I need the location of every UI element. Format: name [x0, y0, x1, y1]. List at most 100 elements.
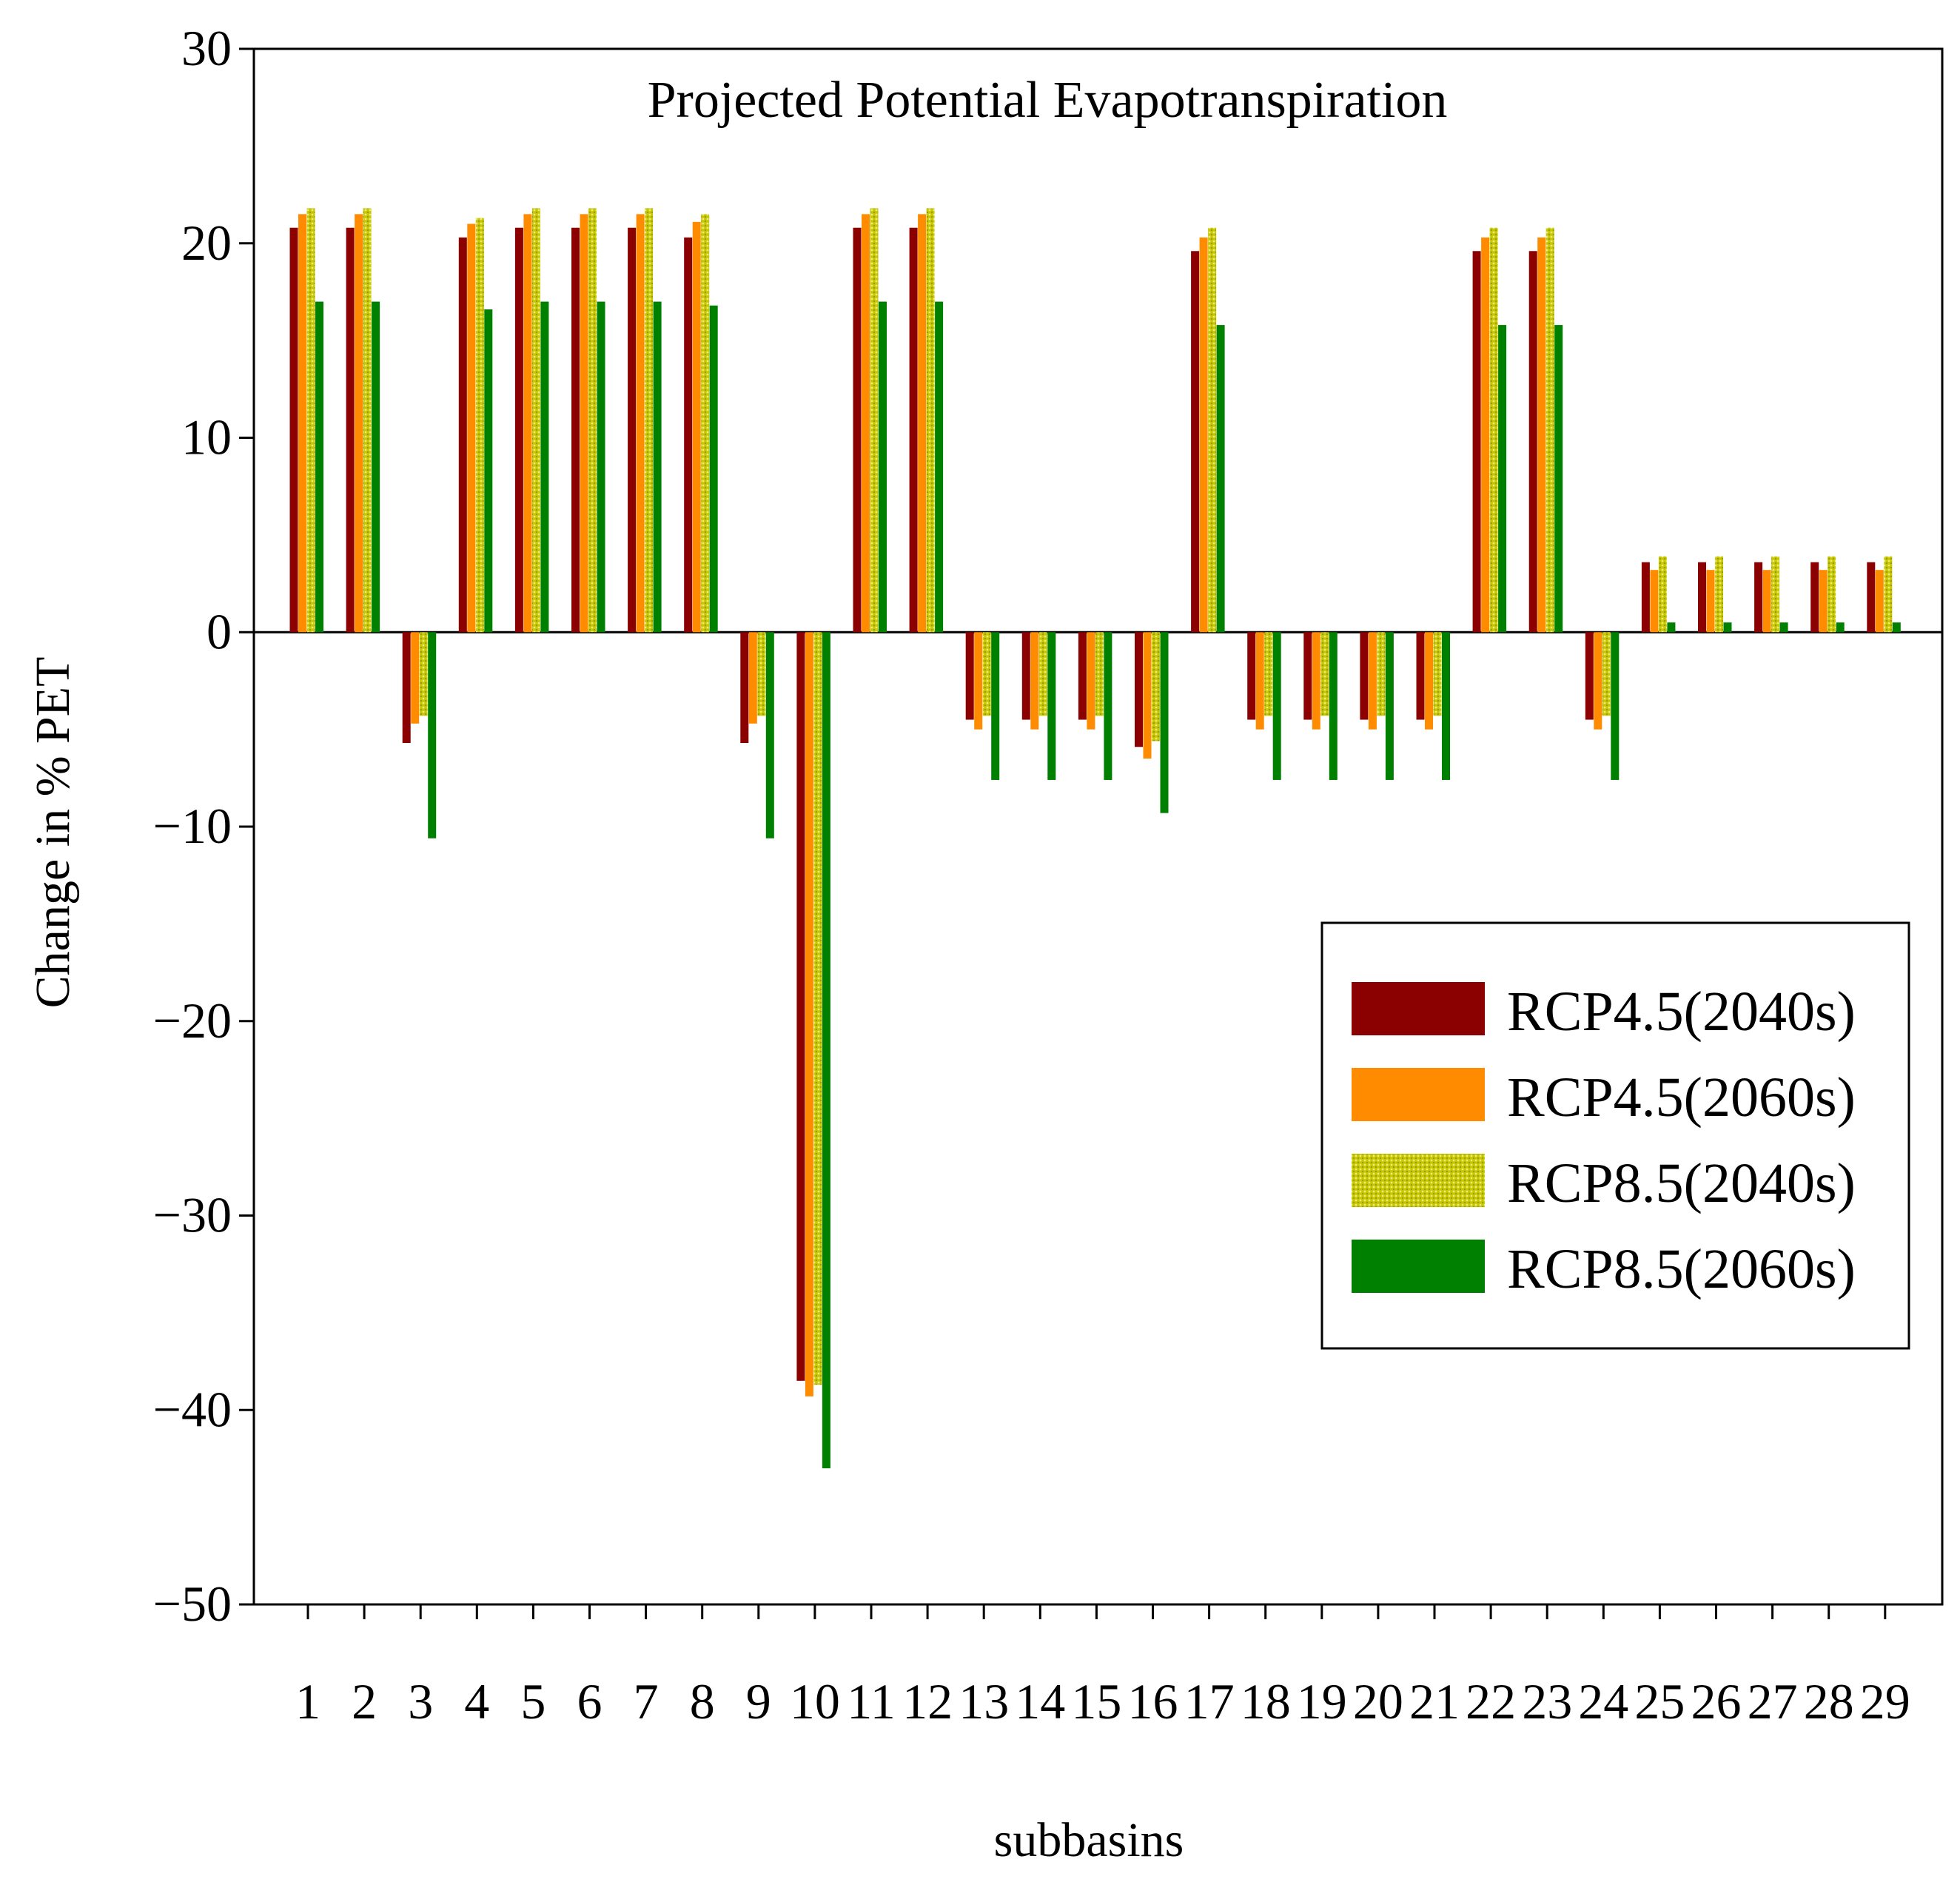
bar-rcp4-5-2060s-subbasin-13 — [974, 632, 983, 730]
bar-rcp8-5-2060s-subbasin-16 — [1160, 632, 1169, 813]
bar-rcp4-5-2060s-subbasin-28 — [1819, 570, 1828, 633]
bar-rcp4-5-2060s-subbasin-21 — [1425, 632, 1433, 730]
bar-rcp8-5-2040s-subbasin-1 — [306, 208, 315, 633]
bar-rcp8-5-2060s-subbasin-23 — [1554, 325, 1563, 633]
legend-label-rcp85-2040s: RCP8.5(2040s) — [1507, 1152, 1856, 1214]
bar-rcp8-5-2040s-subbasin-18 — [1264, 632, 1273, 716]
bar-rcp4-5-2040s-subbasin-2 — [346, 227, 355, 633]
bar-rcp8-5-2040s-subbasin-27 — [1771, 556, 1780, 633]
bar-rcp4-5-2060s-subbasin-22 — [1481, 237, 1490, 633]
y-tick-label: −50 — [153, 1576, 232, 1632]
x-tick-label: 27 — [1748, 1673, 1798, 1730]
bar-rcp8-5-2040s-subbasin-2 — [363, 208, 372, 633]
bar-rcp8-5-2040s-subbasin-3 — [419, 632, 428, 716]
x-tick-label: 2 — [352, 1673, 377, 1730]
x-tick-label: 7 — [634, 1673, 659, 1730]
x-tick-label: 6 — [577, 1673, 603, 1730]
bar-rcp4-5-2060s-subbasin-11 — [862, 214, 870, 633]
x-tick-label: 19 — [1297, 1673, 1347, 1730]
x-axis-title: subbasins — [994, 1813, 1184, 1867]
bar-rcp8-5-2060s-subbasin-14 — [1047, 632, 1056, 780]
bar-rcp4-5-2040s-subbasin-16 — [1135, 632, 1143, 747]
bar-rcp8-5-2040s-subbasin-23 — [1545, 227, 1554, 633]
x-tick-label: 29 — [1860, 1673, 1910, 1730]
x-tick-label: 22 — [1466, 1673, 1516, 1730]
bar-rcp4-5-2040s-subbasin-6 — [571, 227, 580, 633]
bar-rcp8-5-2040s-subbasin-14 — [1038, 632, 1047, 716]
x-tick-label: 28 — [1804, 1673, 1854, 1730]
bar-rcp8-5-2040s-subbasin-19 — [1320, 632, 1329, 716]
y-tick-label: 0 — [207, 603, 232, 659]
bar-rcp4-5-2060s-subbasin-12 — [918, 214, 927, 633]
bar-rcp4-5-2040s-subbasin-7 — [628, 227, 637, 633]
plot-frame — [252, 47, 1944, 1606]
bar-rcp4-5-2060s-subbasin-29 — [1875, 570, 1884, 633]
bar-rcp8-5-2040s-subbasin-26 — [1715, 556, 1723, 633]
x-tick-label: 12 — [902, 1673, 953, 1730]
bar-rcp8-5-2040s-subbasin-25 — [1658, 556, 1667, 633]
bar-rcp8-5-2060s-subbasin-11 — [879, 301, 887, 633]
y-tick-label: 30 — [181, 20, 232, 76]
x-tick-label: 14 — [1015, 1673, 1065, 1730]
bar-rcp4-5-2040s-subbasin-19 — [1303, 632, 1312, 720]
y-tick-label: −20 — [153, 992, 232, 1049]
bar-rcp8-5-2060s-subbasin-20 — [1385, 632, 1394, 780]
bar-rcp8-5-2060s-subbasin-22 — [1498, 325, 1507, 633]
bar-rcp4-5-2060s-subbasin-10 — [805, 632, 813, 1396]
bar-rcp8-5-2040s-subbasin-24 — [1602, 632, 1611, 716]
legend-label-rcp45-2040s: RCP4.5(2040s) — [1507, 981, 1856, 1043]
bar-rcp8-5-2060s-subbasin-3 — [428, 632, 437, 838]
bar-rcp4-5-2060s-subbasin-26 — [1706, 570, 1715, 633]
bar-rcp8-5-2040s-subbasin-28 — [1828, 556, 1836, 633]
bar-rcp8-5-2060s-subbasin-5 — [540, 301, 549, 633]
bar-rcp4-5-2040s-subbasin-4 — [458, 237, 467, 633]
bar-rcp8-5-2060s-subbasin-29 — [1892, 622, 1901, 633]
bar-rcp8-5-2060s-subbasin-6 — [597, 301, 605, 633]
bar-rcp4-5-2060s-subbasin-9 — [748, 632, 757, 724]
bar-rcp4-5-2060s-subbasin-23 — [1537, 237, 1546, 633]
x-tick-label: 17 — [1184, 1673, 1235, 1730]
bar-rcp8-5-2060s-subbasin-15 — [1104, 632, 1112, 780]
bar-rcp4-5-2040s-subbasin-26 — [1698, 562, 1706, 633]
x-tick-label: 23 — [1522, 1673, 1572, 1730]
bar-rcp8-5-2060s-subbasin-25 — [1667, 622, 1676, 633]
bar-rcp8-5-2040s-subbasin-13 — [982, 632, 991, 716]
bar-rcp8-5-2060s-subbasin-26 — [1723, 622, 1732, 633]
bar-rcp4-5-2040s-subbasin-12 — [909, 227, 918, 633]
bar-rcp8-5-2060s-subbasin-1 — [315, 301, 323, 633]
bar-rcp4-5-2060s-subbasin-18 — [1255, 632, 1264, 730]
bar-rcp8-5-2040s-subbasin-22 — [1489, 227, 1498, 633]
legend-swatch-rcp85-2040s — [1352, 1154, 1485, 1207]
x-tick-label: 25 — [1634, 1673, 1685, 1730]
y-tick-label: −10 — [153, 798, 232, 854]
legend: RCP4.5(2040s) RCP4.5(2060s) RCP8.5(2040s… — [1320, 921, 1910, 1350]
bar-rcp8-5-2040s-subbasin-17 — [1208, 227, 1217, 633]
y-axis-title: Change in % PET — [26, 657, 80, 1009]
legend-swatch-rcp45-2060s — [1352, 1068, 1485, 1121]
bar-rcp4-5-2060s-subbasin-6 — [580, 214, 588, 633]
y-tick-label: 10 — [181, 409, 232, 465]
bar-rcp4-5-2040s-subbasin-1 — [289, 227, 298, 633]
bar-rcp4-5-2040s-subbasin-29 — [1867, 562, 1876, 633]
bar-rcp8-5-2040s-subbasin-6 — [588, 208, 597, 633]
x-tick-label: 13 — [959, 1673, 1009, 1730]
bar-rcp8-5-2040s-subbasin-10 — [813, 632, 822, 1385]
bar-rcp8-5-2060s-subbasin-24 — [1611, 632, 1620, 780]
bar-rcp8-5-2060s-subbasin-17 — [1216, 325, 1225, 633]
x-tick-label: 20 — [1353, 1673, 1403, 1730]
bar-rcp8-5-2040s-subbasin-15 — [1095, 632, 1104, 716]
x-tick-label: 10 — [790, 1673, 840, 1730]
bar-rcp4-5-2060s-subbasin-20 — [1368, 632, 1377, 730]
bar-rcp4-5-2060s-subbasin-5 — [523, 214, 532, 633]
bar-rcp4-5-2060s-subbasin-14 — [1030, 632, 1039, 730]
bar-rcp8-5-2040s-subbasin-16 — [1152, 632, 1160, 742]
bar-rcp4-5-2040s-subbasin-25 — [1641, 562, 1650, 633]
bar-rcp4-5-2060s-subbasin-24 — [1594, 632, 1602, 730]
bar-rcp4-5-2060s-subbasin-1 — [298, 214, 306, 633]
bar-rcp4-5-2060s-subbasin-15 — [1087, 632, 1095, 730]
x-tick-label: 26 — [1691, 1673, 1742, 1730]
bar-rcp8-5-2060s-subbasin-28 — [1836, 622, 1845, 633]
bar-rcp8-5-2060s-subbasin-18 — [1272, 632, 1281, 780]
chart-title: Projected Potential Evapotranspiration — [648, 72, 1448, 129]
